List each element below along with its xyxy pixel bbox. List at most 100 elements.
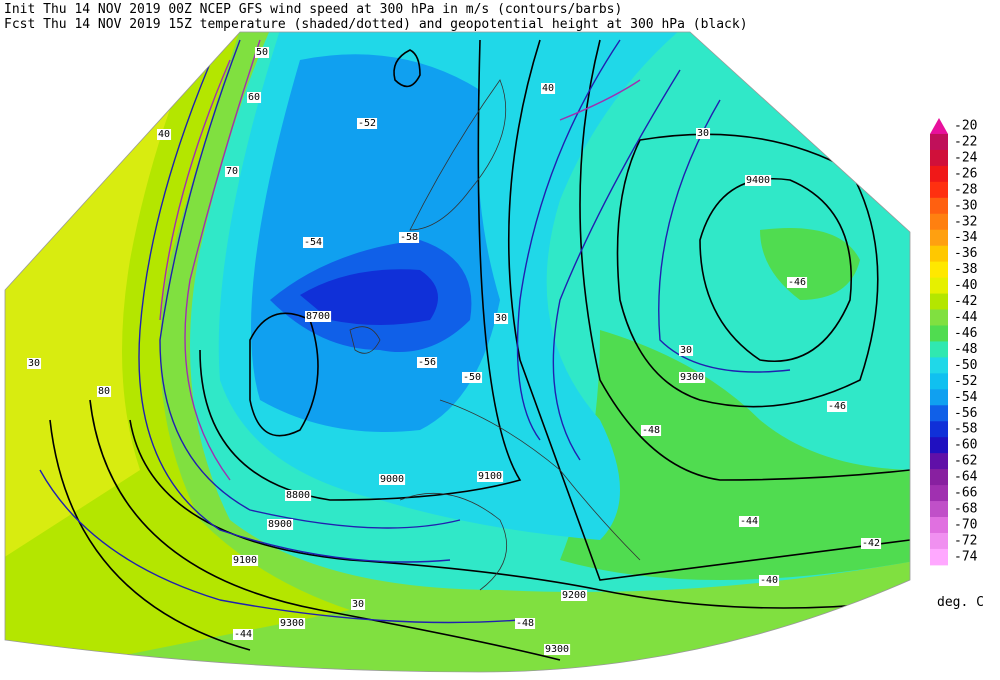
colorbar-label: -26 xyxy=(954,166,977,181)
map-label-box xyxy=(233,629,254,640)
colorbar-label: -50 xyxy=(954,358,977,373)
map-label-box xyxy=(247,92,262,103)
colorbar-label: -22 xyxy=(954,134,977,149)
map-label-box xyxy=(267,519,294,530)
map-label: 30 xyxy=(680,345,692,356)
colorbar-label: -68 xyxy=(954,502,977,517)
colorbar-swatch xyxy=(930,469,948,486)
map-label: -48 xyxy=(642,425,660,436)
map-label: -56 xyxy=(418,357,436,368)
colorbar-label: -46 xyxy=(954,326,977,341)
colorbar-swatch xyxy=(930,261,948,279)
map-label-box xyxy=(27,358,42,369)
colorbar-label: -20 xyxy=(954,119,977,134)
colorbar-swatch xyxy=(930,389,948,406)
colorbar-label: -40 xyxy=(954,278,977,293)
colorbar-swatch xyxy=(930,293,948,311)
colorbar-label: -60 xyxy=(954,438,977,453)
map-label-box xyxy=(515,618,536,629)
map-label-box xyxy=(679,345,694,356)
map-label: 30 xyxy=(28,358,40,369)
colorbar-label: -62 xyxy=(954,454,977,469)
colorbar-swatch xyxy=(930,532,948,550)
colorbar-swatch xyxy=(930,357,948,374)
colorbar-swatch xyxy=(930,548,948,566)
map-label: -40 xyxy=(760,575,778,586)
header-line: Fcst Thu 14 NOV 2019 15Z temperature (sh… xyxy=(4,17,748,32)
map-label: -54 xyxy=(304,237,322,248)
map-label-box xyxy=(225,166,240,177)
colorbar-label: -24 xyxy=(954,150,978,165)
map-label: 8800 xyxy=(286,490,310,501)
map-label-box xyxy=(279,618,306,629)
map-label: 9300 xyxy=(545,644,569,655)
map-label-box xyxy=(305,311,332,322)
map-label: 80 xyxy=(98,386,110,397)
colorbar-swatch xyxy=(930,165,948,183)
map-label-box xyxy=(477,471,504,482)
map-label-box xyxy=(232,555,259,566)
colorbar-label: -36 xyxy=(954,246,977,261)
map-label: -44 xyxy=(740,516,758,527)
map-label-box xyxy=(97,386,112,397)
colorbar-swatch xyxy=(930,453,948,470)
colorbar-swatch xyxy=(930,149,948,167)
map-label: 40 xyxy=(158,129,170,140)
colorbar-swatch xyxy=(930,277,948,295)
map-label-box xyxy=(787,277,808,288)
map-label-box xyxy=(417,357,438,368)
colorbar-label: -42 xyxy=(954,294,977,309)
colorbar-swatch xyxy=(930,485,948,502)
map-label: -46 xyxy=(788,277,806,288)
map-label: 70 xyxy=(226,166,238,177)
map-label: 30 xyxy=(697,128,709,139)
colorbar-swatch xyxy=(930,341,948,358)
colorbar-label: -28 xyxy=(954,182,977,197)
map-label: 8900 xyxy=(268,519,292,530)
map-label-box xyxy=(759,575,780,586)
colorbar-swatch xyxy=(930,421,948,438)
coastlines xyxy=(349,79,641,591)
colorbar-label: -72 xyxy=(954,533,977,548)
map-label: -42 xyxy=(862,538,880,549)
colorbar-swatch xyxy=(930,229,948,247)
map-label-box xyxy=(544,644,571,655)
map-label-box xyxy=(541,83,556,94)
colorbar-swatch xyxy=(930,197,948,215)
map-label: 50 xyxy=(256,47,268,58)
colorbar-label: -56 xyxy=(954,406,977,421)
colorbar-label: -32 xyxy=(954,214,977,229)
map-label-box xyxy=(303,237,324,248)
map-label: 9000 xyxy=(380,474,404,485)
map-label: 8700 xyxy=(306,311,330,322)
colorbar-label: -74 xyxy=(954,549,978,564)
colorbar-label: -34 xyxy=(954,230,978,245)
map-label-box xyxy=(696,128,711,139)
colorbar-unit: deg. C xyxy=(937,595,984,610)
map-label-box xyxy=(641,425,662,436)
map-label: 9200 xyxy=(562,590,586,601)
colorbar-label: -54 xyxy=(954,390,978,405)
shading xyxy=(300,269,438,325)
colorbar-label: -58 xyxy=(954,422,977,437)
map-label: 30 xyxy=(352,599,364,610)
map-label: 40 xyxy=(542,83,554,94)
map-label: -52 xyxy=(358,118,376,129)
map-label-box xyxy=(745,175,772,186)
colorbar-label: -48 xyxy=(954,342,977,357)
map-label: 9300 xyxy=(280,618,304,629)
header-line: Init Thu 14 NOV 2019 00Z NCEP GFS wind s… xyxy=(4,2,622,17)
map-label-box xyxy=(561,590,588,601)
map-label-box xyxy=(351,599,366,610)
map-label-box xyxy=(739,516,760,527)
colorbar-swatch xyxy=(930,133,948,151)
map-label: 9100 xyxy=(478,471,502,482)
map-label-box xyxy=(357,118,378,129)
colorbar-label: -66 xyxy=(954,486,977,501)
colorbar-swatch xyxy=(930,325,948,342)
colorbar-swatch xyxy=(930,213,948,231)
height-contours xyxy=(49,39,910,661)
map-label: -48 xyxy=(516,618,534,629)
